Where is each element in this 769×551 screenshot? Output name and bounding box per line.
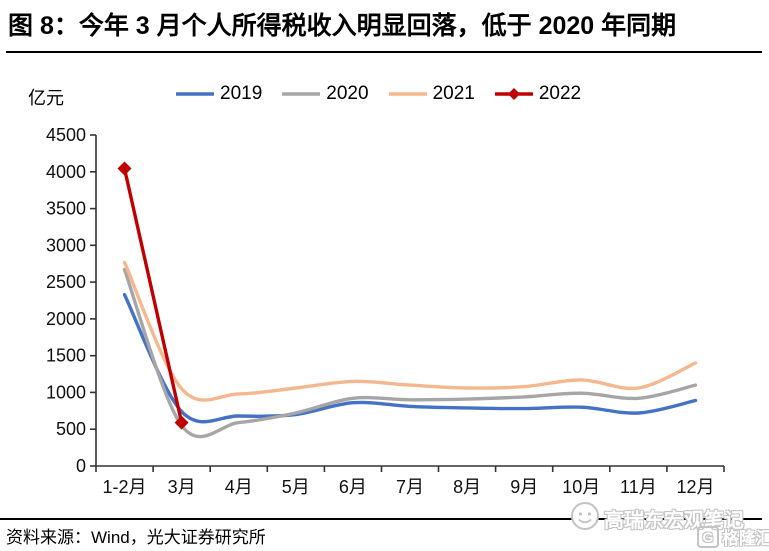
svg-text:3500: 3500 xyxy=(46,199,86,219)
legend-item-2022: 2022 xyxy=(494,83,582,104)
svg-text:4000: 4000 xyxy=(46,162,86,182)
platform-logo: G 格隆汇 xyxy=(697,524,769,549)
legend-item-2019: 2019 xyxy=(176,84,262,103)
blog-avatar-icon xyxy=(570,501,600,536)
svg-text:500: 500 xyxy=(56,419,86,439)
legend-swatch-2021 xyxy=(388,91,427,96)
legend-label-2020: 2020 xyxy=(326,83,369,104)
legend-label-2022: 2022 xyxy=(538,83,582,104)
legend-swatch-2019 xyxy=(176,91,214,96)
source-note: 资料来源：Wind，光大证券研究所 xyxy=(6,528,266,547)
svg-text:3000: 3000 xyxy=(46,235,86,255)
svg-text:1-2月: 1-2月 xyxy=(102,477,146,497)
platform-logo-icon: G xyxy=(697,525,719,548)
series-line-2019 xyxy=(122,292,698,424)
y-axis-tick-labels: 0 500 1000 1500 2000 2500 3000 3500 4000 4500 xyxy=(46,125,86,476)
figure-title: 图 8：今年 3 月个人所得税收入明显回落，低于 2020 年同期 xyxy=(8,12,677,40)
svg-text:0: 0 xyxy=(76,456,86,476)
axes xyxy=(90,134,725,472)
title-divider xyxy=(6,51,762,53)
x-axis-tick-labels: 1-2月 3月 4月 5月 6月 7月 8月 9月 10月 11月 12月 xyxy=(102,477,714,497)
svg-text:6月: 6月 xyxy=(339,477,367,497)
svg-text:11月: 11月 xyxy=(620,477,657,497)
legend-swatch-2022 xyxy=(494,87,533,100)
svg-text:4月: 4月 xyxy=(225,477,253,497)
legend-item-2020: 2020 xyxy=(282,83,369,104)
svg-text:9月: 9月 xyxy=(510,477,538,497)
y-axis-unit-label: 亿元 xyxy=(28,88,64,108)
svg-text:8月: 8月 xyxy=(453,477,481,497)
series-line-2022 xyxy=(117,161,189,430)
svg-text:3月: 3月 xyxy=(168,477,196,497)
legend-swatch-2020 xyxy=(282,91,321,96)
legend-label-2019: 2019 xyxy=(220,83,263,104)
legend-label-2021: 2021 xyxy=(432,83,475,104)
svg-text:7月: 7月 xyxy=(396,477,424,497)
platform-logo-text: 格隆汇 xyxy=(722,529,769,548)
svg-text:2000: 2000 xyxy=(46,309,86,329)
svg-text:1500: 1500 xyxy=(46,346,86,366)
svg-text:4500: 4500 xyxy=(46,125,86,145)
legend-item-2021: 2021 xyxy=(388,83,475,104)
svg-text:12月: 12月 xyxy=(676,477,714,497)
svg-text:2500: 2500 xyxy=(46,272,86,292)
svg-text:1000: 1000 xyxy=(46,382,86,402)
series-line-2021 xyxy=(122,260,698,402)
footer-divider xyxy=(0,518,762,520)
chart-legend: 2019 2020 2021 2022 xyxy=(176,84,581,103)
svg-text:5月: 5月 xyxy=(282,477,310,497)
series-line-2020 xyxy=(122,267,698,439)
svg-text:10月: 10月 xyxy=(562,477,600,497)
